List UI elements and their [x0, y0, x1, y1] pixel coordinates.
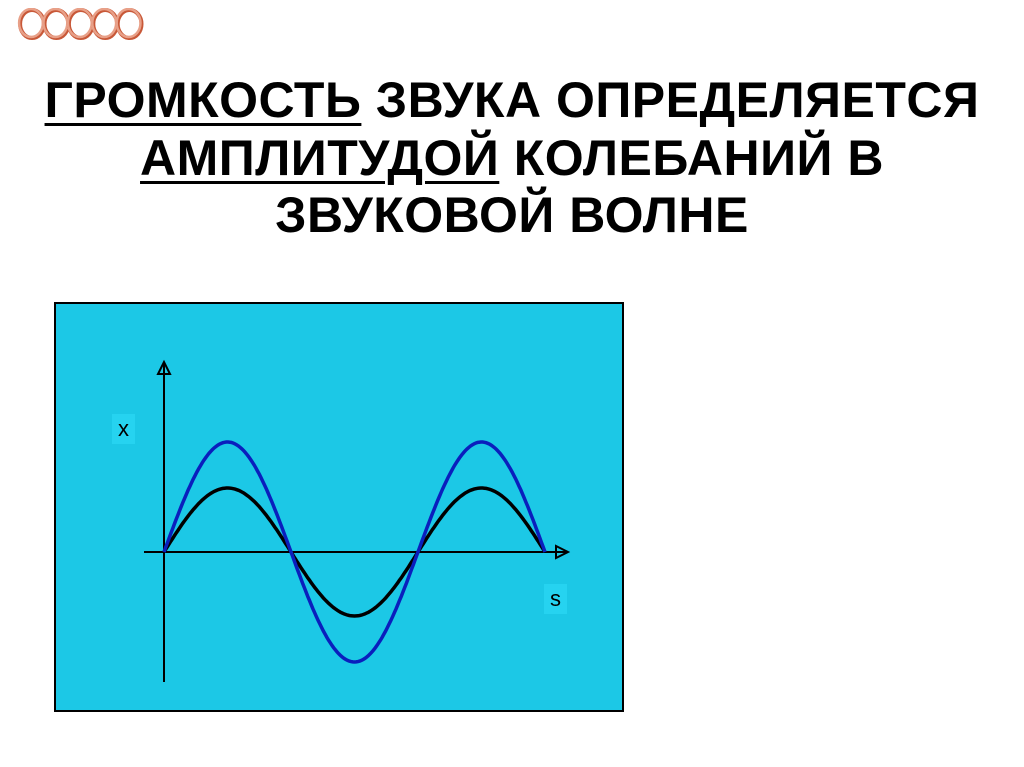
title-word: АМПЛИТУДОЙ [140, 130, 499, 188]
title-text: ГРОМКОСТЬ ЗВУКА ОПРЕДЕЛЯЕТСЯ АМПЛИТУДОЙ … [32, 72, 992, 245]
title-word: ОПРЕДЕЛЯЕТСЯ [556, 72, 979, 130]
logo-wave [12, 8, 162, 45]
title-word: В [847, 130, 884, 188]
title-word: ВОЛНЕ [569, 187, 749, 245]
amplitude-chart: x s [54, 302, 624, 712]
title-word: ЗВУКОВОЙ [275, 187, 555, 245]
x-axis-label: s [544, 584, 567, 614]
logo-wave-svg [12, 8, 162, 40]
chart-svg [56, 304, 626, 714]
y-axis-label: x [112, 414, 135, 444]
title-word: КОЛЕБАНИЙ [514, 130, 833, 188]
page-title: ГРОМКОСТЬ ЗВУКА ОПРЕДЕЛЯЕТСЯ АМПЛИТУДОЙ … [32, 72, 992, 245]
title-word: ГРОМКОСТЬ [45, 72, 362, 130]
title-word: ЗВУКА [376, 72, 542, 130]
